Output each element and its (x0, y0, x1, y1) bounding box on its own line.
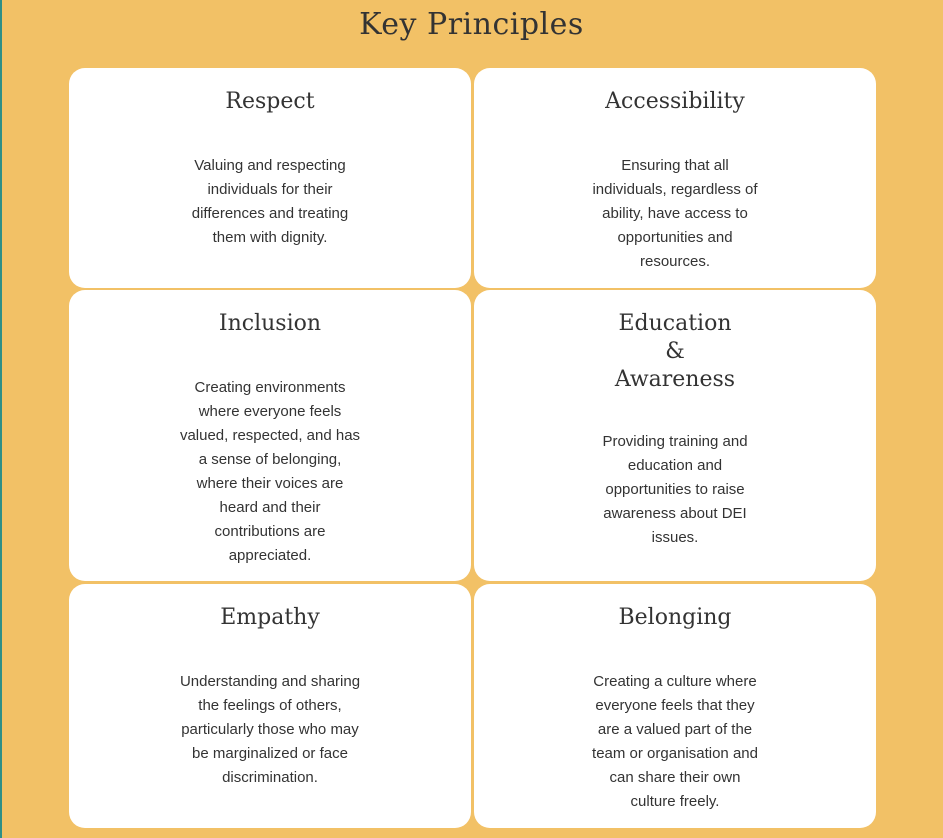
card-title-respect: Respect (225, 89, 315, 114)
card-description-accessibility: Ensuring that all individuals, regardles… (592, 157, 758, 270)
principle-card-accessibility: Accessibility Ensuring that all individu… (474, 68, 876, 288)
card-title-line-awareness: Awareness (614, 367, 736, 392)
principle-card-education-awareness: Education & Awareness Providing training… (474, 290, 876, 581)
page-title: Key Principles (359, 7, 584, 42)
card-title-inclusion: Inclusion (218, 311, 322, 336)
card-title-accessibility: Accessibility (605, 89, 745, 114)
card-description-empathy: Understanding and sharing the feelings o… (179, 673, 361, 786)
card-title-line-ampersand: & (665, 339, 685, 364)
card-title-belonging: Belonging (618, 605, 732, 630)
card-description-belonging: Creating a culture where everyone feels … (592, 673, 758, 810)
card-title-education-awareness: Education & Awareness (474, 310, 876, 394)
card-description-inclusion: Creating environments where everyone fee… (179, 379, 361, 564)
card-title-empathy: Empathy (220, 605, 320, 630)
card-description-education-awareness: Providing training and education and opp… (602, 433, 748, 546)
principle-card-belonging: Belonging Creating a culture where every… (474, 584, 876, 828)
principle-card-empathy: Empathy Understanding and sharing the fe… (69, 584, 471, 828)
card-description-respect: Valuing and respecting individuals for t… (191, 157, 349, 246)
principle-card-inclusion: Inclusion Creating environments where ev… (69, 290, 471, 581)
principle-card-respect: Respect Valuing and respecting individua… (69, 68, 471, 288)
card-title-line-education: Education (618, 311, 732, 336)
left-edge-strip (0, 0, 2, 838)
